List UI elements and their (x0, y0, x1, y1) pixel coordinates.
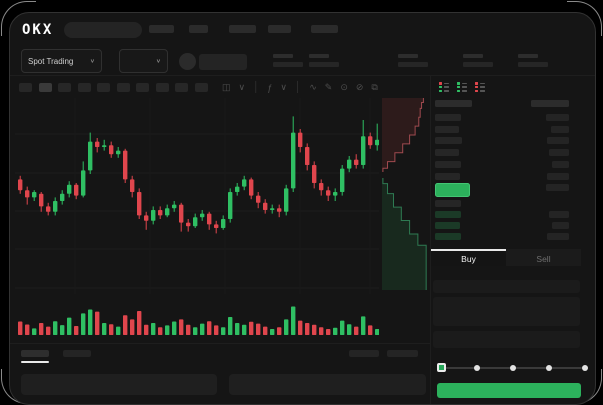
search-input[interactable] (64, 22, 142, 38)
orderbook-row[interactable] (435, 211, 569, 218)
toolbar-icon[interactable]: ⊘ (355, 82, 364, 92)
bottom-tab[interactable] (63, 350, 91, 357)
toolbar-icon: │ (253, 82, 260, 93)
orderbook-row[interactable] (435, 233, 569, 240)
interval-button[interactable] (97, 83, 110, 92)
interval-button[interactable] (77, 83, 91, 92)
chevron-down-icon: ∨ (89, 58, 95, 65)
orderbook-row[interactable] (435, 114, 569, 121)
market-type-label: Spot Trading (28, 56, 74, 66)
bottom-panel-left (21, 374, 217, 395)
orderbook-row[interactable] (435, 149, 569, 157)
market-type-dropdown[interactable]: Spot Trading ∨ (21, 49, 102, 73)
toolbar-icon[interactable]: ✎ (324, 82, 333, 92)
toolbar-icon[interactable]: ◫ (222, 82, 231, 92)
orderbook-row[interactable] (435, 125, 569, 133)
nav-item[interactable] (149, 25, 174, 33)
toolbar-icon[interactable]: ⊙ (340, 82, 348, 92)
ticker-stat (398, 54, 432, 68)
depth-visualization (382, 98, 427, 290)
orderbook-row[interactable] (435, 222, 569, 229)
slider-handle[interactable] (437, 363, 446, 372)
okx-logo: OKX (22, 22, 54, 38)
order-type-field[interactable] (433, 280, 580, 293)
toolbar-icon[interactable]: ∨ (280, 82, 287, 92)
bottom-tab-active[interactable] (21, 350, 49, 357)
tab-buy[interactable]: Buy (431, 249, 506, 266)
interval-button[interactable] (175, 83, 188, 92)
nav-item[interactable] (268, 25, 291, 33)
view-asks-icon[interactable] (474, 81, 486, 93)
orderbook-row[interactable] (435, 137, 569, 145)
pair-name-placeholder[interactable] (199, 54, 247, 70)
price-field[interactable] (433, 297, 580, 326)
ticker-stat (518, 54, 552, 68)
divider (10, 75, 595, 76)
ticker-stat (273, 54, 307, 68)
bottom-panel-right (229, 374, 426, 395)
interval-button[interactable] (38, 83, 52, 92)
pair-dropdown[interactable]: ∨ (119, 49, 168, 73)
interval-button[interactable] (194, 83, 208, 92)
interval-button[interactable] (136, 83, 149, 92)
app-window: OKX Spot Trading ∨ ∨ ◫ ∨ │ ƒ ∨ │ ∿ ✎ ⊙ ⊘ ⧉ (9, 12, 596, 405)
toolbar-icon[interactable]: ⧉ (371, 82, 378, 92)
tab-sell[interactable]: Sell (506, 249, 581, 266)
ticker-stat (309, 54, 343, 68)
chevron-down-icon: ∨ (155, 58, 161, 65)
orderbook-row[interactable] (435, 200, 569, 207)
slider-step-dot[interactable] (582, 365, 588, 371)
bottom-action[interactable] (349, 350, 379, 357)
slider-step-dot[interactable] (546, 365, 552, 371)
amount-field[interactable] (433, 331, 580, 348)
nav-item[interactable] (311, 25, 338, 33)
interval-button[interactable] (155, 83, 169, 92)
nav-item[interactable] (189, 25, 208, 33)
orderbook-row[interactable] (435, 184, 569, 191)
chart-toolbar-icons: ◫ ∨ │ ƒ ∨ │ ∿ ✎ ⊙ ⊘ ⧉ (222, 81, 378, 94)
divider (10, 343, 430, 344)
volume-chart (18, 306, 379, 335)
toolbar-icon[interactable]: ∿ (309, 82, 317, 92)
candlestick-chart (15, 98, 379, 294)
interval-button[interactable] (58, 83, 71, 92)
toolbar-icon: │ (294, 82, 302, 93)
interval-button[interactable] (19, 83, 32, 92)
slider-step-dot[interactable] (474, 365, 480, 371)
pair-icon[interactable] (179, 53, 196, 70)
active-tab-underline (21, 361, 49, 363)
view-bids-icon[interactable] (456, 81, 468, 93)
orderbook-row[interactable] (435, 160, 569, 168)
order-tabs: Buy Sell (431, 249, 581, 266)
view-combined-icon[interactable] (438, 81, 450, 93)
ticker-stat (463, 54, 497, 68)
divider (430, 75, 431, 404)
orderbook-row[interactable] (435, 172, 569, 180)
toolbar-icon[interactable]: ƒ (267, 82, 273, 93)
interval-button[interactable] (116, 83, 130, 92)
bottom-action[interactable] (387, 350, 418, 357)
orderbook-header (435, 100, 569, 107)
toolbar-icon[interactable]: ∨ (238, 82, 246, 92)
nav-item[interactable] (229, 25, 256, 33)
last-price-button[interactable] (435, 183, 470, 197)
slider-step-dot[interactable] (510, 365, 516, 371)
buy-submit-button[interactable] (437, 383, 581, 398)
